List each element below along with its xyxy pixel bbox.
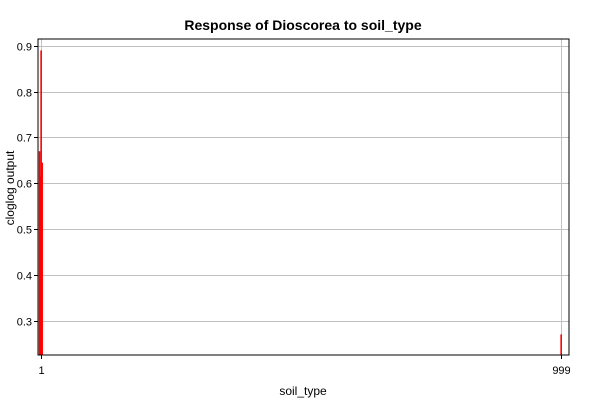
bar [41, 162, 43, 355]
x-tick-label: 1 [38, 365, 44, 377]
bar [38, 151, 41, 355]
tick-layer: 0.3 0.4 0.5 0.6 0.7 0.8 0.9 1 999 [17, 42, 571, 378]
y-tick-label: 0.6 [17, 179, 32, 191]
y-tick-label: 0.3 [17, 317, 32, 329]
y-tick-label: 0.9 [17, 42, 32, 54]
plot-frame [37, 38, 570, 356]
grid-layer [38, 39, 569, 355]
x-axis-label: soil_type [279, 384, 327, 398]
y-tick-label: 0.4 [17, 271, 32, 283]
x-tick-label: 999 [552, 365, 570, 377]
y-tick-label: 0.5 [17, 225, 32, 237]
y-tick-label: 0.7 [17, 133, 32, 145]
bar-layer [38, 50, 562, 355]
y-tick-label: 0.8 [17, 88, 32, 100]
chart-title: Response of Dioscorea to soil_type [184, 17, 421, 33]
bar [560, 334, 562, 355]
y-axis-label: cloglog output [3, 150, 17, 225]
